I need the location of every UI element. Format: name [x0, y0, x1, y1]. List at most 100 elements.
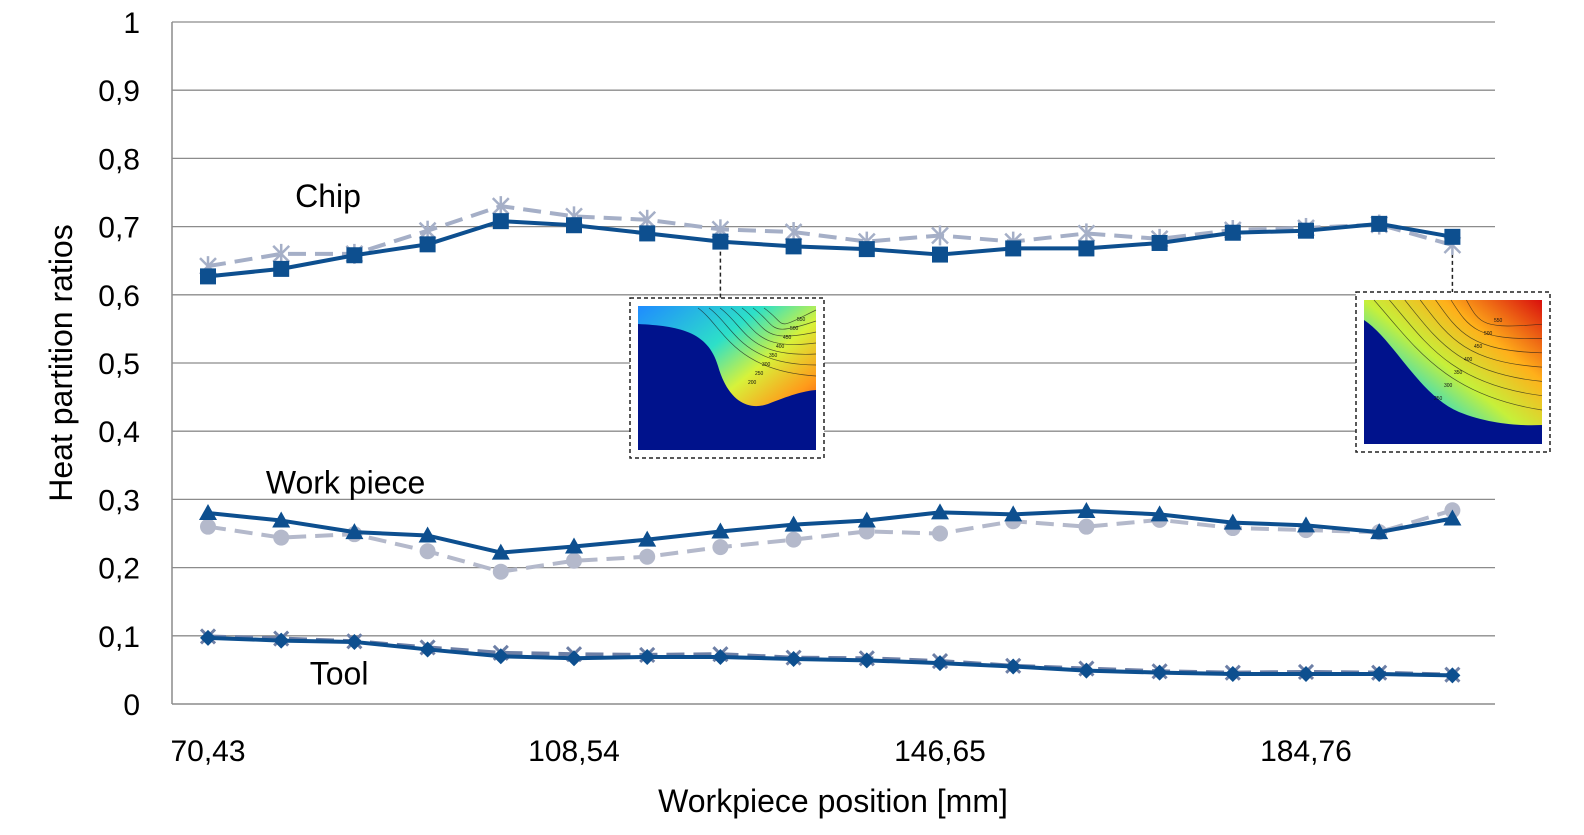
- data-point: [1224, 224, 1241, 241]
- data-point: [1444, 228, 1461, 245]
- data-point: [1151, 234, 1168, 251]
- data-point: [1371, 665, 1388, 682]
- inset-contour-line: [1389, 299, 1543, 397]
- data-point: [273, 260, 290, 277]
- data-point: [566, 217, 582, 234]
- data-point: [1224, 665, 1241, 682]
- data-point: [858, 241, 875, 258]
- data-point: [858, 652, 875, 669]
- series-line: [207, 635, 1453, 678]
- inset-contour-label: 300: [762, 362, 771, 368]
- data-point: [1443, 509, 1462, 526]
- inset-contour-line: [1373, 299, 1543, 411]
- data-point: [273, 529, 290, 546]
- y-tick-label: 0,8: [98, 143, 140, 176]
- series-line: [207, 634, 1453, 677]
- data-point: [639, 648, 656, 665]
- inset-contour-label: 400: [776, 344, 785, 350]
- inset-contour-label: 200: [748, 380, 757, 386]
- data-point: [273, 632, 290, 649]
- inset-contour-line: [741, 307, 817, 337]
- series-line: [207, 508, 1453, 555]
- annotation-work-piece: Work piece: [266, 464, 425, 500]
- inset-contour-label: 350: [1454, 370, 1463, 376]
- data-point: [200, 518, 216, 535]
- annotation-tool: Tool: [310, 655, 369, 691]
- data-point: [711, 522, 730, 539]
- inset-contour-line: [1404, 299, 1543, 382]
- data-point: [931, 503, 949, 520]
- inset-contour-line: [752, 307, 817, 330]
- y-tick-label: 0: [123, 689, 140, 722]
- annotations: Chip Work piece Tool: [266, 178, 425, 691]
- data-point: [1298, 665, 1314, 682]
- x-axis-title: Workpiece position [mm]: [658, 783, 1008, 819]
- data-point: [1077, 223, 1096, 244]
- y-tick-label: 0,2: [98, 553, 140, 586]
- data-point: [419, 543, 436, 560]
- axes: 0 0,1 0,2 0,3 0,4 0,5 0,6 0,7 0,8 0,9 1 70,43 108,54…: [43, 7, 1495, 819]
- inset-cold-region: [1364, 320, 1542, 444]
- data-point: [1151, 664, 1168, 681]
- data-point: [566, 650, 582, 667]
- data-point: [1150, 505, 1169, 522]
- data-point: [1077, 501, 1096, 518]
- inset-contour-line: [719, 307, 817, 355]
- data-point: [1223, 513, 1242, 530]
- x-tick-label: 108,54: [528, 735, 620, 768]
- data-point: [932, 525, 948, 542]
- inset-contour-line: [1466, 299, 1543, 327]
- series-line: [207, 204, 1453, 269]
- inset-contour-label: 550: [797, 317, 806, 323]
- y-tick-label: 0,9: [98, 75, 140, 108]
- inset-contour-line: [730, 307, 817, 345]
- inset-contour-line: [708, 307, 817, 366]
- y-axis-title: Heat partition ratios: [43, 224, 79, 501]
- data-point: [1371, 215, 1388, 232]
- series-line: [207, 219, 1453, 279]
- data-point: [638, 530, 657, 547]
- insets: 200 250 300 350 400 450 500 550 250 300 350 400 450 5…: [629, 291, 1551, 459]
- series-line: [207, 508, 1453, 574]
- inset-cold-region: [638, 324, 816, 450]
- series-layer: [199, 196, 1462, 684]
- y-tick-label: 0,1: [98, 621, 140, 654]
- x-tick-label: 70,43: [170, 735, 245, 768]
- data-point: [345, 523, 364, 540]
- data-point: [931, 225, 949, 246]
- data-point: [1297, 516, 1315, 533]
- series-tool-solid: [200, 629, 1461, 684]
- data-point: [932, 655, 948, 672]
- inset-contour-label: 250: [1434, 396, 1443, 402]
- series-chip-solid: [200, 213, 1461, 285]
- data-point: [1005, 240, 1022, 257]
- data-point: [784, 515, 803, 532]
- data-point: [491, 543, 510, 560]
- inset-contour-label: 400: [1464, 357, 1473, 363]
- inset-contour-label: 350: [769, 353, 778, 359]
- series-work-piece-solid: [199, 501, 1462, 560]
- data-point: [857, 511, 876, 528]
- data-point: [785, 650, 802, 667]
- inset-contour-line: [763, 307, 817, 325]
- data-point: [272, 511, 291, 528]
- data-point: [712, 233, 729, 250]
- inset-contour-label: 450: [1474, 344, 1483, 350]
- data-point: [492, 213, 509, 230]
- inset-contour-label: 450: [783, 335, 792, 341]
- data-point: [346, 633, 363, 650]
- y-tick-label: 0,5: [98, 348, 140, 381]
- inset-contour-label: 500: [1484, 331, 1493, 337]
- data-point: [272, 243, 291, 264]
- data-point: [418, 526, 437, 543]
- data-point: [346, 247, 363, 264]
- data-point: [712, 648, 729, 665]
- data-point: [492, 648, 509, 665]
- inset-contour-label: 300: [1444, 383, 1453, 389]
- data-point: [712, 539, 729, 556]
- x-tick-label: 184,76: [1260, 735, 1352, 768]
- data-point: [419, 236, 436, 253]
- data-point: [200, 629, 216, 646]
- x-tick-label: 146,65: [894, 735, 986, 768]
- data-point: [200, 268, 216, 285]
